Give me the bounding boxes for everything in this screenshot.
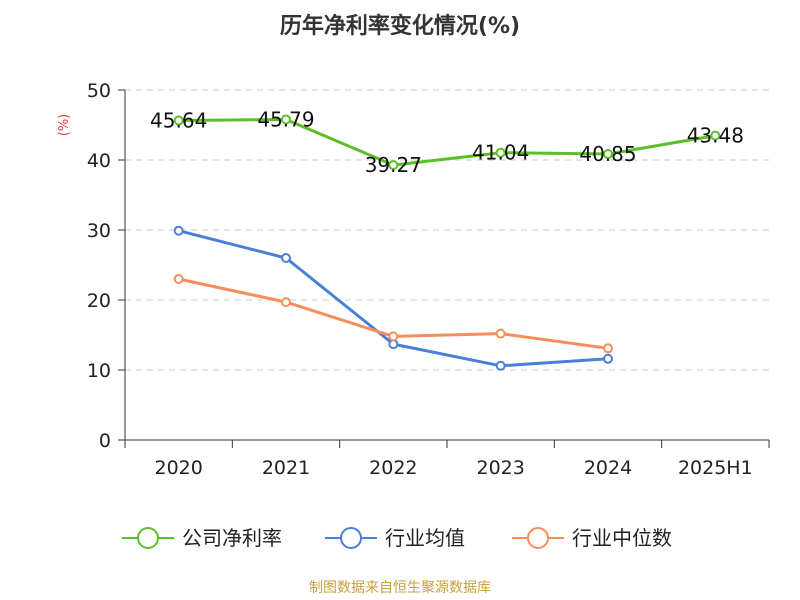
data-label: 43.48 [687, 124, 744, 148]
grid-lines [125, 89, 769, 371]
legend-marker [137, 527, 159, 549]
y-tick-label: 20 [87, 290, 111, 312]
data-point[interactable] [281, 114, 291, 125]
data-point[interactable] [173, 225, 184, 236]
data-label: 45.79 [257, 107, 314, 131]
y-tick-label: 50 [87, 80, 111, 102]
y-tick-label: 0 [99, 430, 111, 452]
legend-item[interactable]: 行业均值 [325, 526, 465, 550]
y-tick-label: 30 [87, 220, 111, 242]
x-tick-label: 2020 [154, 457, 202, 479]
legend-item[interactable]: 行业中位数 [512, 526, 672, 550]
data-point[interactable] [281, 253, 291, 263]
data-point[interactable] [603, 149, 613, 160]
data-label: 40.85 [579, 142, 636, 166]
data-point[interactable] [173, 274, 184, 284]
series-2 [173, 225, 613, 371]
data-point[interactable] [710, 130, 721, 141]
axes: 0 10 20 30 40 50 2020 2021 2022 2023 2024 2025H1 [87, 80, 770, 479]
legend-label: 行业均值 [385, 526, 465, 550]
x-tick-label: 2022 [369, 457, 417, 479]
data-labels: 45.64 45.79 39.27 41.04 40.85 43.48 [150, 107, 744, 177]
data-point[interactable] [495, 147, 506, 158]
series-1 [173, 114, 721, 171]
y-tick-label: 40 [87, 150, 111, 172]
legend-marker [340, 527, 362, 549]
source-note: 制图数据来自恒生聚源数据库 [309, 580, 491, 596]
data-point[interactable] [173, 115, 184, 126]
data-label: 41.04 [472, 141, 529, 165]
x-tick-label: 2025H1 [678, 457, 753, 479]
data-point[interactable] [603, 343, 613, 354]
data-point[interactable] [495, 328, 506, 339]
legend[interactable]: 公司净利率 行业均值 行业中位数 [122, 526, 672, 550]
y-axis-unit: (%) [57, 114, 72, 137]
data-point[interactable] [281, 297, 291, 308]
data-point[interactable] [388, 160, 399, 171]
data-point[interactable] [603, 353, 613, 364]
x-tick-label: 2021 [262, 457, 310, 479]
legend-label: 公司净利率 [182, 526, 282, 550]
x-tick-label: 2024 [584, 457, 632, 479]
series-layer [173, 114, 721, 371]
legend-marker [527, 527, 549, 549]
series-line [178, 117, 716, 167]
chart-title: 历年净利率变化情况(%) [280, 13, 520, 39]
legend-label: 行业中位数 [572, 526, 672, 550]
data-label: 39.27 [365, 153, 422, 177]
series-3 [173, 274, 613, 354]
data-point[interactable] [495, 360, 506, 371]
x-tick-label: 2023 [476, 457, 524, 479]
data-label: 45.64 [150, 109, 207, 133]
data-point[interactable] [388, 331, 399, 342]
y-tick-label: 10 [87, 360, 111, 382]
legend-item[interactable]: 公司净利率 [122, 526, 282, 550]
